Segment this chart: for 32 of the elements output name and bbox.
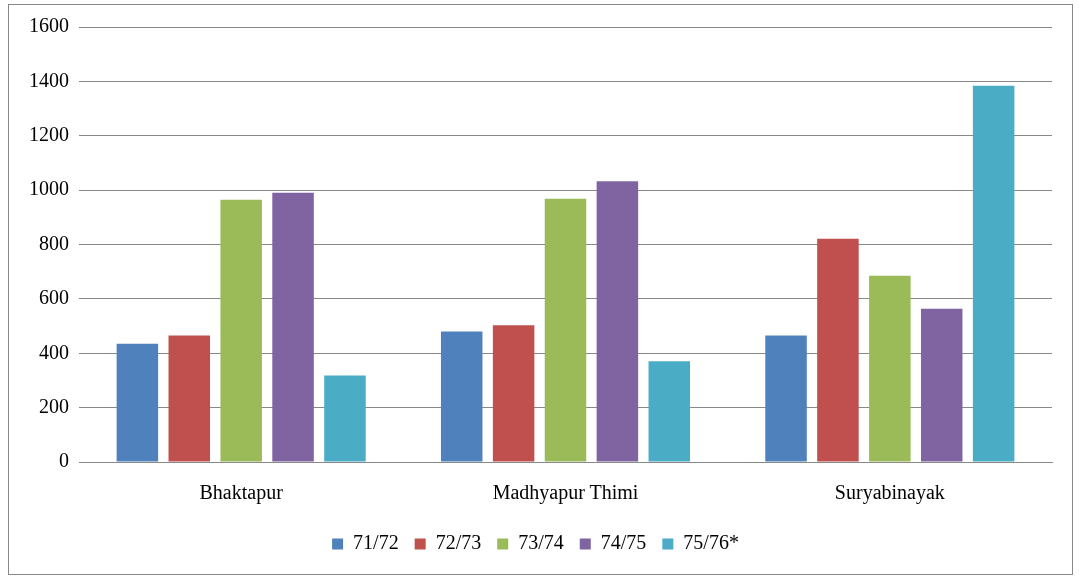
bar — [324, 375, 366, 462]
bar — [492, 325, 535, 462]
bar — [920, 308, 963, 462]
x-tick-label: Bhaktapur — [199, 481, 284, 505]
bar — [220, 199, 262, 462]
bar — [972, 85, 1015, 462]
y-tick-label: 1400 — [29, 68, 69, 91]
legend-label: 75/76* — [683, 531, 739, 554]
legend-label: 74/75 — [600, 531, 647, 554]
bar — [116, 343, 159, 462]
bar — [440, 331, 483, 462]
bar — [817, 238, 859, 462]
y-tick-label: 1200 — [29, 123, 69, 145]
legend-label: 71/72 — [353, 531, 399, 554]
bar — [544, 198, 587, 462]
legend-label: 72/73 — [435, 531, 482, 554]
y-tick-label: 1000 — [29, 177, 69, 200]
bar — [765, 335, 807, 462]
bar — [869, 275, 911, 462]
bar — [648, 361, 691, 462]
bar — [596, 181, 639, 462]
y-tick-label: 0 — [59, 449, 69, 472]
y-tick-label: 200 — [39, 394, 69, 417]
y-tick-label: 400 — [39, 340, 69, 363]
bar — [168, 335, 211, 462]
legend-label: 73/74 — [518, 531, 564, 554]
y-tick-label: 600 — [39, 286, 69, 309]
x-tick-label: Suryabinayak — [834, 481, 945, 505]
bar — [272, 192, 314, 462]
y-tick-label: 1600 — [29, 14, 69, 37]
x-tick-label: Madhyapur Thimi — [492, 481, 639, 505]
y-tick-label: 800 — [39, 231, 69, 254]
